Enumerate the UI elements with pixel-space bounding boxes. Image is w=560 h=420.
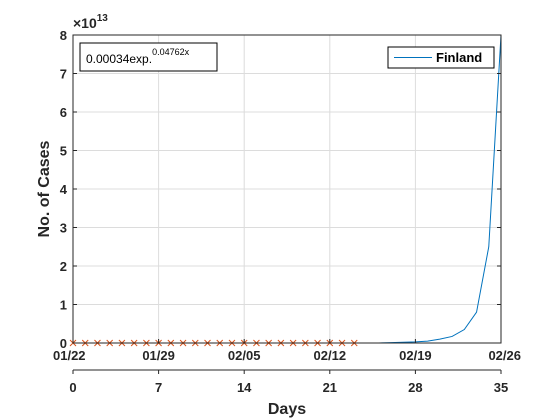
x-tick-label: 28 [408, 380, 422, 395]
x-tick-label: 0 [69, 380, 76, 395]
y-tick-label: 7 [60, 67, 67, 82]
date-tick-label: 02/19 [399, 348, 432, 363]
fit-annotation-text: 0.00034exp.0.04762x [86, 47, 190, 66]
legend-label-finland: Finland [436, 50, 482, 65]
y-exponent-power: 13 [97, 13, 109, 24]
y-tick-label: 1 [60, 298, 67, 313]
y-tick-label: 4 [60, 182, 68, 197]
y-tick-label: 3 [60, 221, 67, 236]
y-tick-label: 0 [60, 336, 67, 351]
x-tick-label: 7 [155, 380, 162, 395]
fit-annotation-power: 0.04762x [152, 47, 190, 57]
fit-annotation-box [79, 42, 218, 72]
y-tick-label: 2 [60, 259, 67, 274]
date-tick-label: 01/29 [142, 348, 175, 363]
y-tick-label: 6 [60, 105, 67, 120]
ticks: 001/22701/291402/052102/122802/193502/26… [53, 28, 521, 395]
y-exponent-base: ×10 [73, 15, 97, 31]
x-axis-label: Days [268, 401, 306, 418]
x-tick-label: 35 [494, 380, 508, 395]
legend-box [387, 46, 495, 69]
date-tick-label: 02/05 [228, 348, 261, 363]
y-tick-label: 8 [60, 28, 67, 43]
date-tick-label: 02/12 [314, 348, 347, 363]
x-tick-label: 21 [323, 380, 337, 395]
y-exponent-label: ×1013 [73, 13, 108, 31]
x-tick-label: 14 [237, 380, 252, 395]
date-tick-label: 01/22 [53, 348, 86, 363]
fit-annotation-base: 0.00034exp. [86, 52, 152, 66]
legend: Finland [387, 46, 495, 69]
fit-annotation: 0.00034exp.0.04762x [79, 42, 218, 72]
date-tick-label: 02/26 [488, 348, 521, 363]
y-axis-label: No. of Cases [36, 140, 53, 237]
y-tick-label: 5 [60, 144, 67, 159]
